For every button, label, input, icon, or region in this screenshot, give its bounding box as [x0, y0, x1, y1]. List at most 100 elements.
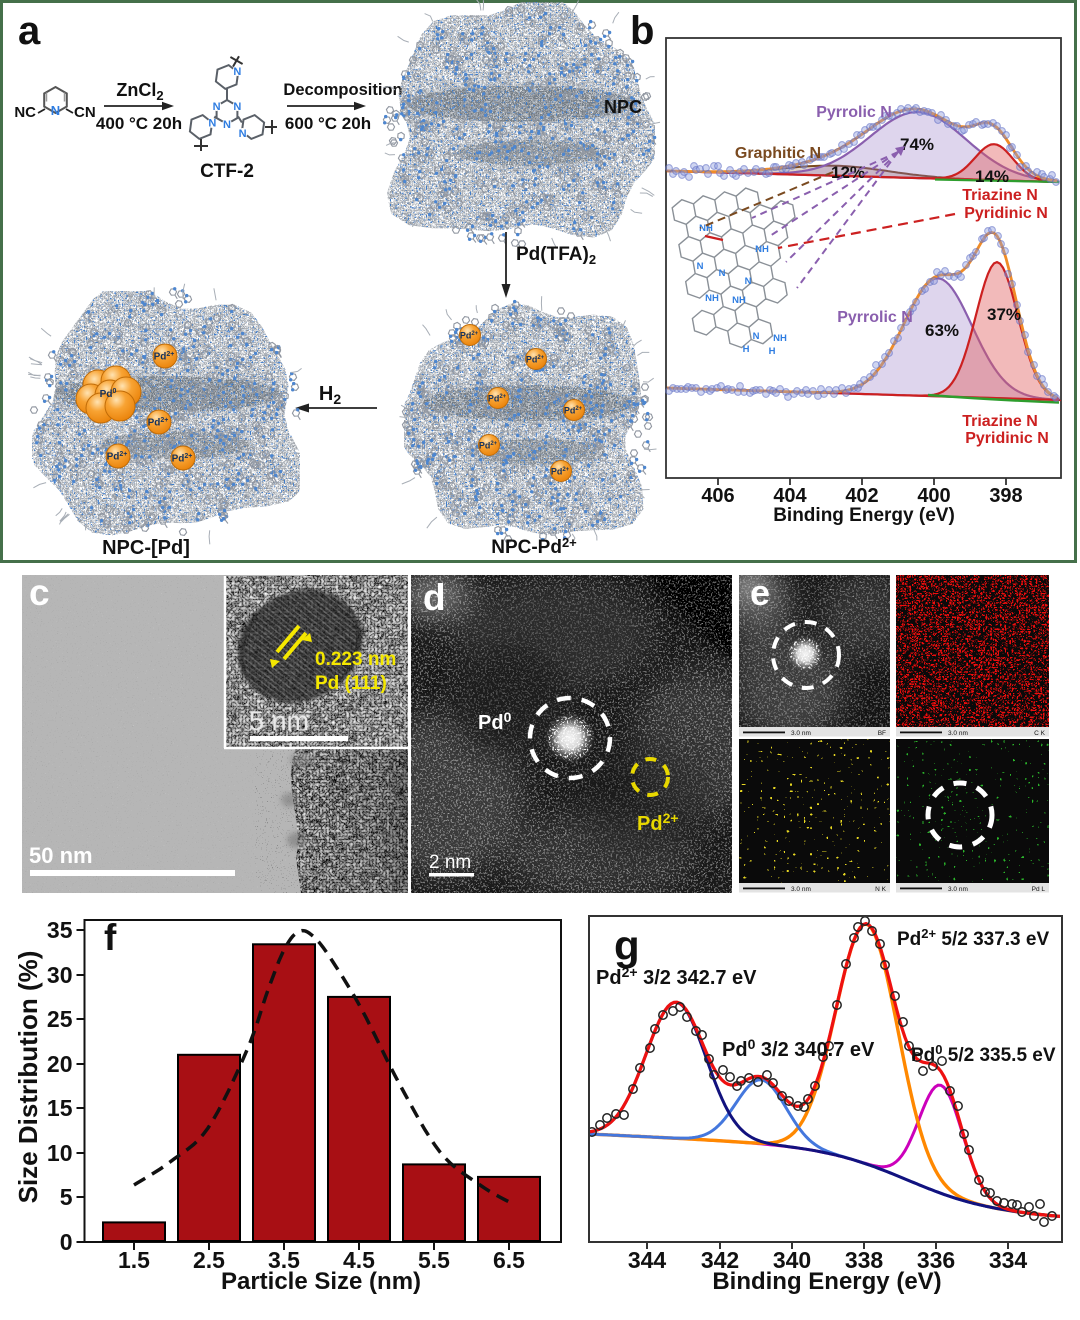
svg-text:2 nm: 2 nm [429, 852, 471, 873]
svg-text:Pd2+: Pd2+ [488, 394, 507, 404]
svg-text:336: 336 [917, 1247, 955, 1273]
svg-text:4.5: 4.5 [343, 1247, 375, 1273]
svg-text:12%: 12% [831, 163, 865, 182]
svg-text:63%: 63% [925, 321, 959, 340]
svg-text:5.5: 5.5 [418, 1247, 450, 1273]
svg-text:N K: N K [875, 886, 887, 893]
svg-text:Pd0 3/2 340.7 eV: Pd0 3/2 340.7 eV [722, 1036, 875, 1061]
svg-text:3.0 nm: 3.0 nm [791, 730, 811, 737]
svg-text:3.0 nm: 3.0 nm [948, 730, 968, 737]
svg-text:Graphitic N: Graphitic N [735, 145, 821, 162]
svg-text:N: N [745, 276, 752, 287]
svg-text:50 nm: 50 nm [29, 843, 93, 868]
svg-text:5 nm: 5 nm [249, 706, 309, 736]
svg-text:74%: 74% [900, 135, 934, 154]
svg-text:Pd2+: Pd2+ [526, 355, 545, 365]
svg-text:10: 10 [47, 1140, 73, 1166]
svg-text:f: f [104, 917, 117, 958]
svg-text:Pyrrolic N: Pyrrolic N [837, 309, 913, 326]
svg-text:344: 344 [628, 1247, 667, 1273]
svg-text:Pyrrolic N: Pyrrolic N [816, 104, 892, 121]
svg-text:404: 404 [773, 485, 807, 507]
svg-text:Pd2+: Pd2+ [107, 451, 128, 463]
svg-text:Pd L: Pd L [1032, 886, 1046, 893]
svg-text:3.0 nm: 3.0 nm [791, 886, 811, 893]
svg-text:Pd2+: Pd2+ [479, 441, 498, 451]
svg-text:25: 25 [47, 1006, 73, 1032]
svg-text:N: N [239, 128, 247, 140]
svg-text:37%: 37% [987, 305, 1021, 324]
svg-text:Particle Size (nm): Particle Size (nm) [221, 1268, 421, 1295]
svg-text:NPC-[Pd]: NPC-[Pd] [102, 537, 190, 559]
svg-text:398: 398 [989, 485, 1022, 507]
svg-text:b: b [630, 9, 654, 53]
svg-text:c: c [29, 572, 50, 613]
svg-text:N: N [51, 103, 60, 118]
svg-text:30: 30 [47, 962, 73, 988]
svg-text:NH: NH [773, 333, 787, 344]
svg-text:334: 334 [989, 1247, 1028, 1273]
svg-text:NH: NH [755, 244, 769, 255]
svg-text:Pd(TFA)2: Pd(TFA)2 [516, 244, 596, 267]
svg-text:15: 15 [47, 1095, 73, 1121]
svg-text:NH: NH [699, 223, 713, 234]
svg-text:1.5: 1.5 [118, 1247, 150, 1273]
svg-text:N: N [697, 261, 704, 272]
svg-text:400 °C 20h: 400 °C 20h [96, 114, 182, 133]
svg-text:0: 0 [60, 1229, 73, 1255]
svg-text:a: a [18, 9, 41, 53]
svg-text:Pd2+: Pd2+ [172, 453, 193, 465]
svg-text:Pyridinic N: Pyridinic N [965, 430, 1049, 447]
svg-text:Pd2+: Pd2+ [460, 331, 479, 341]
svg-text:Binding Energy (eV): Binding Energy (eV) [712, 1268, 941, 1295]
svg-text:Size Distribution (%): Size Distribution (%) [13, 951, 43, 1204]
svg-text:NH: NH [732, 295, 746, 306]
svg-text:Pd0 5/2 335.5 eV: Pd0 5/2 335.5 eV [911, 1042, 1056, 1066]
svg-text:Pd2+: Pd2+ [551, 467, 570, 477]
svg-text:NC: NC [14, 104, 36, 121]
svg-text:Decomposition: Decomposition [283, 81, 402, 99]
svg-text:Pd2+: Pd2+ [154, 351, 175, 363]
svg-text:d: d [423, 577, 446, 618]
svg-text:g: g [614, 922, 640, 969]
svg-text:0.223 nm: 0.223 nm [315, 649, 396, 670]
svg-text:NPC-Pd2+: NPC-Pd2+ [491, 535, 577, 558]
svg-text:402: 402 [845, 485, 878, 507]
svg-text:Pd2+ 3/2 342.7 eV: Pd2+ 3/2 342.7 eV [596, 964, 757, 989]
svg-text:3.5: 3.5 [268, 1247, 300, 1273]
svg-text:20: 20 [47, 1051, 73, 1077]
svg-text:e: e [750, 572, 770, 613]
svg-text:Pd (111): Pd (111) [315, 673, 387, 694]
svg-text:Pd2+: Pd2+ [564, 406, 583, 416]
svg-text:Pd2+: Pd2+ [148, 417, 169, 429]
svg-text:6.5: 6.5 [493, 1247, 525, 1273]
svg-text:Pd2+ 5/2 337.3 eV: Pd2+ 5/2 337.3 eV [897, 926, 1049, 950]
svg-text:N: N [233, 66, 241, 78]
svg-text:338: 338 [845, 1247, 884, 1273]
svg-text:NPC: NPC [604, 97, 642, 117]
svg-text:N: N [208, 118, 216, 130]
svg-text:Triazine N: Triazine N [962, 187, 1038, 204]
svg-text:N: N [753, 331, 760, 342]
svg-text:H: H [769, 346, 776, 357]
svg-text:Triazine N: Triazine N [962, 413, 1038, 430]
svg-text:C K: C K [1034, 730, 1046, 737]
svg-text:35: 35 [47, 917, 73, 943]
svg-text:NH: NH [705, 293, 719, 304]
svg-text:406: 406 [701, 485, 734, 507]
svg-text:H: H [743, 344, 750, 355]
svg-text:342: 342 [701, 1247, 739, 1273]
svg-text:ZnCl2: ZnCl2 [116, 80, 163, 103]
svg-text:N: N [223, 119, 231, 131]
svg-text:BF: BF [878, 730, 886, 737]
svg-text:Binding Energy (eV): Binding Energy (eV) [773, 505, 955, 526]
svg-text:3.0 nm: 3.0 nm [948, 886, 968, 893]
svg-text:N: N [233, 101, 241, 113]
svg-text:5: 5 [60, 1184, 73, 1210]
svg-text:340: 340 [773, 1247, 811, 1273]
svg-text:N: N [719, 268, 726, 279]
svg-text:Pyridinic N: Pyridinic N [964, 205, 1048, 222]
svg-text:N: N [213, 101, 221, 113]
svg-text:600 °C 20h: 600 °C 20h [285, 114, 371, 133]
svg-text:CTF-2: CTF-2 [200, 161, 254, 182]
